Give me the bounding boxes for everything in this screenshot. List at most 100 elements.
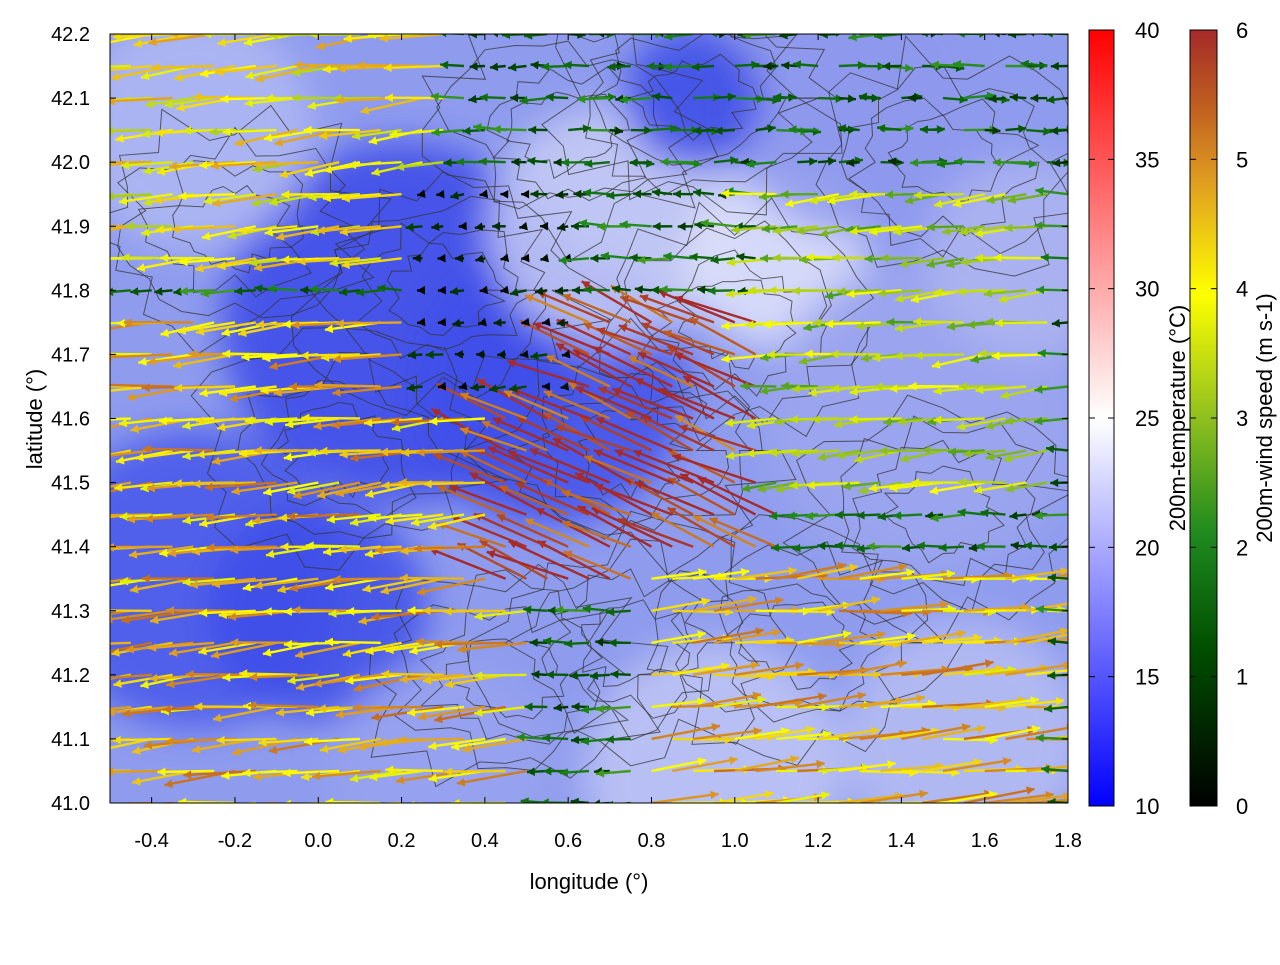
colorbar-tick-label: 4 [1236,277,1248,302]
y-tick-label: 41.1 [51,729,90,751]
wind-vector-head [363,806,371,815]
wind-vector-head [96,582,105,591]
wind-vector-shaft [158,803,214,816]
x-tick-label: 0.6 [554,830,582,852]
wind-vector-head [428,806,436,815]
wind-vector-shaft [44,451,110,452]
colorbar-tick-label: 30 [1135,277,1159,302]
wind-vector-shaft [113,739,173,740]
wind-speed-colorbar-label: 200m-wind speed (m s-1) [1252,293,1277,542]
wind-vector [40,707,110,718]
x-tick-label: 1.6 [971,830,999,852]
wind-vector [474,803,526,813]
wind-vector-shaft [400,578,464,579]
y-tick-label: 41.0 [51,793,90,815]
wind-vector [132,803,194,815]
x-tick-label: 0.2 [388,830,416,852]
wind-vector-shaft [385,770,443,771]
wind-vector-shaft [444,771,505,772]
wind-vector [42,638,110,647]
wind-vector-head [83,327,91,336]
x-tick-label: -0.2 [218,830,252,852]
y-axis-label: latitude (°) [22,369,47,470]
wind-vector-shaft [320,451,381,452]
wind-vector-head [1076,665,1084,674]
wind-vector-head [47,516,55,525]
wind-vector-head [64,191,72,200]
wind-vector [47,515,110,525]
wind-vector-shaft [132,803,194,811]
wind-vector-head [1074,575,1082,584]
wind-vector [50,318,110,327]
colorbar-tick-label: 25 [1135,406,1159,431]
wind-vector [42,387,111,400]
wind-vector-shaft [721,193,776,194]
wind-vector-shaft [381,674,443,675]
wind-vector-head [105,127,113,136]
wind-vector-head [266,806,275,815]
wind-vector-shaft [59,258,110,266]
y-tick-label: 41.3 [51,601,90,623]
plot-area [40,0,1127,901]
wind-vector-shaft [306,545,360,546]
wind-vector-head [84,453,92,462]
wind-vector-shaft [143,449,214,451]
y-tick-label: 41.7 [51,344,90,366]
wind-vector-head [42,487,50,496]
wind-vector-shaft [377,803,444,812]
y-tick-label: 42.0 [51,152,90,174]
x-tick-label: 1.4 [887,830,915,852]
wind-vector-shaft [50,322,110,323]
wind-vector-shaft [314,385,380,387]
wind-vector-head [1081,597,1090,606]
wind-vector-head [96,39,105,48]
wind-vector-shaft [672,611,733,613]
wind-vector-head [105,288,113,297]
wind-vector-head [67,641,75,650]
y-tick-label: 41.8 [51,280,90,302]
wind-vector-shaft [232,803,298,813]
wind-vector-shaft [294,65,360,66]
temperature-colorbar-label: 200m-temperature (°C) [1165,305,1190,531]
wind-vector-head [101,381,109,390]
wind-vector-shaft [353,707,423,708]
wind-vector-shaft [428,803,485,811]
wind-vector-head [59,261,68,270]
wind-vector-head [72,457,81,466]
wind-vector-head [78,63,86,72]
y-tick-label: 41.5 [51,473,90,495]
colorbar-tick-label: 15 [1135,665,1159,690]
wind-vector-head [98,254,106,263]
wind-vector [291,803,360,813]
colorbar-tick-label: 2 [1236,535,1248,560]
wind-vector-head [77,320,85,329]
x-tick-label: 1.2 [804,830,832,852]
wind-vector-shaft [86,162,151,163]
wind-vector-head [94,768,102,777]
wind-vector-shaft [51,771,110,777]
wind-vector-head [232,808,240,817]
wind-vector-head [64,709,72,718]
wind-vector-head [50,318,58,327]
wind-vector-head [377,806,385,815]
wind-vector-shaft [398,739,464,740]
wind-vector-head [105,767,113,776]
wind-vector-head [98,350,106,359]
wind-vector-shaft [474,803,526,809]
wind-vector-shaft [333,579,402,580]
wind-vector [363,803,423,815]
wind-vector-shaft [776,643,844,645]
wind-vector-shaft [42,387,111,397]
wind-vector-shaft [40,707,110,715]
wind-vector [51,771,110,781]
wind-vector-head [101,96,109,105]
wind-vector-head [92,387,100,396]
wind-vector-head [158,810,167,818]
wind-vector-head [66,517,74,526]
colorbar-tick-label: 3 [1236,406,1248,431]
wind-vector-head [94,710,102,719]
wind-vector-shaft [301,418,360,419]
